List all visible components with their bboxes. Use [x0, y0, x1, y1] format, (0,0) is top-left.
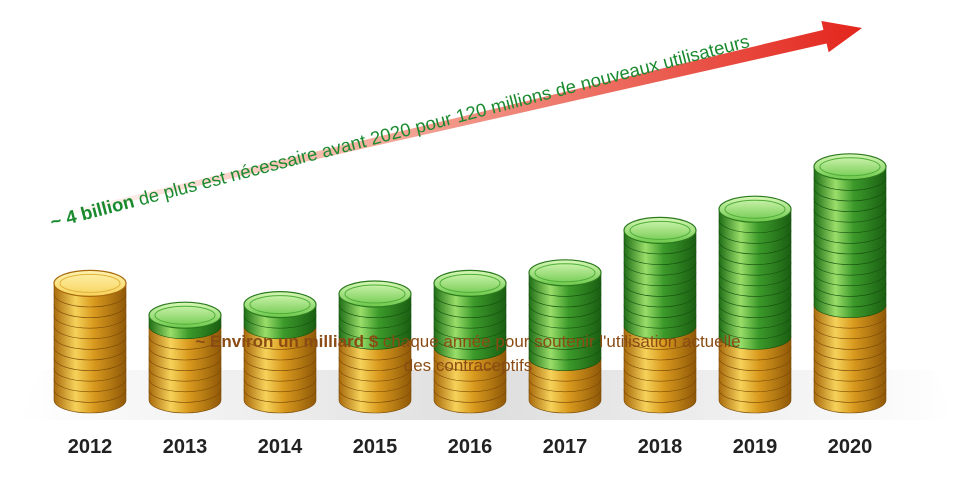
x-tick-label-2014: 2014: [257, 436, 303, 458]
coin-stack-2017: [528, 259, 602, 414]
x-tick-label-2013: 2013: [162, 436, 208, 458]
stack-top-face: [623, 216, 697, 244]
stack-top-face: [53, 269, 127, 297]
growth-arrow: [47, 21, 862, 220]
stack-top-face: [433, 269, 507, 297]
x-tick-label-2015: 2015: [352, 436, 398, 458]
coin-stack-2016: [433, 269, 507, 414]
stack-top-rim: [439, 273, 501, 293]
coin-stack-2013: [148, 301, 222, 414]
stack-top-rim: [534, 263, 596, 283]
stack-top-rim: [629, 220, 691, 240]
coin-stack-2012: [53, 269, 127, 414]
stack-top-face: [338, 280, 412, 308]
base-annotation-text: chaque année pour soutenir l'utilisation…: [378, 332, 741, 351]
stack-top-rim: [249, 295, 311, 315]
stack-top-face: [813, 153, 887, 181]
coin-stack-2014: [243, 291, 317, 414]
coin-stack-2020: [813, 153, 887, 414]
growth-arrow-shape: [47, 21, 862, 220]
stack-top-face: [718, 195, 792, 223]
coin-stack-2015: [338, 280, 412, 414]
base-annotation: ~ Environ un milliard $ chaque année pou…: [118, 330, 818, 378]
x-tick-label-2020: 2020: [827, 436, 873, 458]
stack-top-rim: [154, 305, 216, 325]
stack-top-rim: [819, 157, 881, 177]
x-tick-label-2016: 2016: [447, 436, 493, 458]
stack-top-rim: [344, 284, 406, 304]
x-tick-label-2019: 2019: [732, 436, 778, 458]
stack-top-rim: [59, 273, 121, 293]
base-annotation-bold: ~ Environ un milliard $: [195, 332, 379, 351]
stack-top-rim: [724, 199, 786, 219]
base-annotation-text-2: des contraceptifs: [403, 356, 533, 375]
x-tick-label-2012: 2012: [67, 436, 113, 458]
coin-stack-2019: [718, 195, 792, 414]
x-tick-label-2017: 2017: [542, 436, 588, 458]
coin-stack-2018: [623, 216, 697, 414]
stack-top-face: [148, 301, 222, 329]
x-tick-label-2018: 2018: [637, 436, 683, 458]
stack-top-face: [243, 291, 317, 319]
stack-top-face: [528, 259, 602, 287]
